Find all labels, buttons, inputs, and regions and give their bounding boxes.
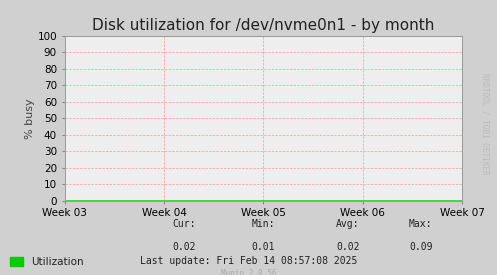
Text: RRDTOOL / TOBI OETIKER: RRDTOOL / TOBI OETIKER (480, 73, 489, 175)
Y-axis label: % busy: % busy (24, 98, 35, 139)
Text: Min:: Min: (251, 219, 275, 229)
Text: Last update: Fri Feb 14 08:57:08 2025: Last update: Fri Feb 14 08:57:08 2025 (140, 256, 357, 266)
Text: 0.02: 0.02 (336, 242, 360, 252)
Text: Avg:: Avg: (336, 219, 360, 229)
Text: 0.01: 0.01 (251, 242, 275, 252)
Text: Max:: Max: (409, 219, 432, 229)
Text: Cur:: Cur: (172, 219, 196, 229)
Text: Munin 2.0.56: Munin 2.0.56 (221, 270, 276, 275)
Text: 0.09: 0.09 (409, 242, 432, 252)
Text: 0.02: 0.02 (172, 242, 196, 252)
Legend: Utilization: Utilization (10, 257, 83, 267)
Title: Disk utilization for /dev/nvme0n1 - by month: Disk utilization for /dev/nvme0n1 - by m… (92, 18, 434, 33)
